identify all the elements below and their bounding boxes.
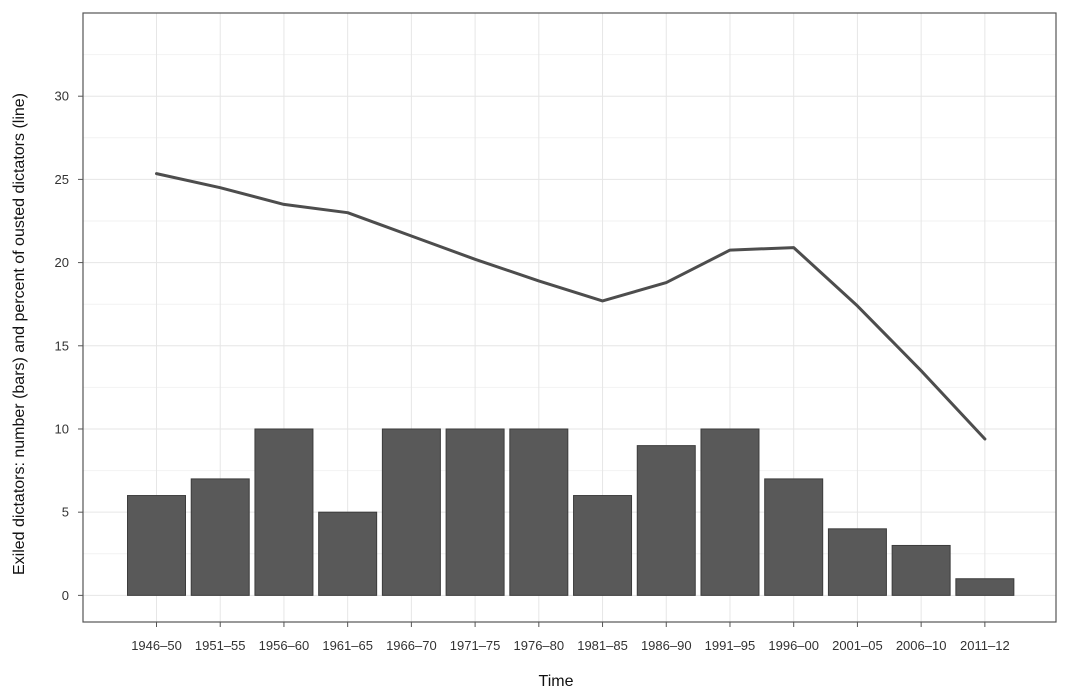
plot-panel-border bbox=[82, 12, 1057, 623]
y-axis: 0 5 10 15 20 25 30 bbox=[55, 89, 83, 603]
x-tick-label: 2006–10 bbox=[896, 638, 947, 653]
y-tick-label: 15 bbox=[55, 338, 69, 353]
x-tick-label: 1961–65 bbox=[322, 638, 373, 653]
x-tick-label: 1966–70 bbox=[386, 638, 437, 653]
bar bbox=[700, 428, 760, 596]
x-tick-label: 1951–55 bbox=[195, 638, 246, 653]
bar bbox=[891, 544, 951, 596]
x-tick-label: 2001–05 bbox=[832, 638, 883, 653]
x-axis: 1946–50 1951–55 1956–60 1961–65 1966–70 1971–… bbox=[131, 622, 1010, 653]
x-tick-label: 1996–00 bbox=[768, 638, 819, 653]
bar bbox=[381, 428, 441, 596]
x-tick-label: 1946–50 bbox=[131, 638, 182, 653]
x-tick-label: 2011–12 bbox=[960, 638, 1010, 653]
bar bbox=[636, 445, 696, 596]
line-series bbox=[155, 172, 987, 441]
bar bbox=[955, 578, 1015, 596]
bar bbox=[827, 528, 887, 596]
x-tick-label: 1986–90 bbox=[641, 638, 692, 653]
bar bbox=[509, 428, 569, 596]
bar bbox=[127, 495, 186, 596]
bar bbox=[573, 495, 633, 596]
y-tick-label: 25 bbox=[55, 172, 69, 187]
bar bbox=[254, 428, 314, 596]
x-tick-label: 1991–95 bbox=[705, 638, 756, 653]
y-tick-label: 20 bbox=[55, 255, 69, 270]
x-tick-label: 1971–75 bbox=[450, 638, 501, 653]
bar bbox=[445, 428, 505, 596]
x-axis-title: Time bbox=[539, 673, 574, 690]
bar-series bbox=[127, 428, 1015, 596]
y-tick-label: 10 bbox=[55, 421, 69, 436]
y-tick-label: 0 bbox=[62, 588, 69, 603]
x-tick-label: 1956–60 bbox=[259, 638, 310, 653]
y-tick-label: 30 bbox=[55, 89, 69, 104]
x-tick-label: 1976–80 bbox=[514, 638, 565, 653]
bar bbox=[318, 511, 378, 596]
x-tick-label: 1981–85 bbox=[577, 638, 628, 653]
y-tick-label: 5 bbox=[62, 505, 69, 520]
line-path bbox=[155, 172, 987, 441]
bar bbox=[764, 478, 824, 596]
bar bbox=[190, 478, 250, 596]
y-axis-title: Exiled dictators: number (bars) and perc… bbox=[11, 93, 28, 575]
